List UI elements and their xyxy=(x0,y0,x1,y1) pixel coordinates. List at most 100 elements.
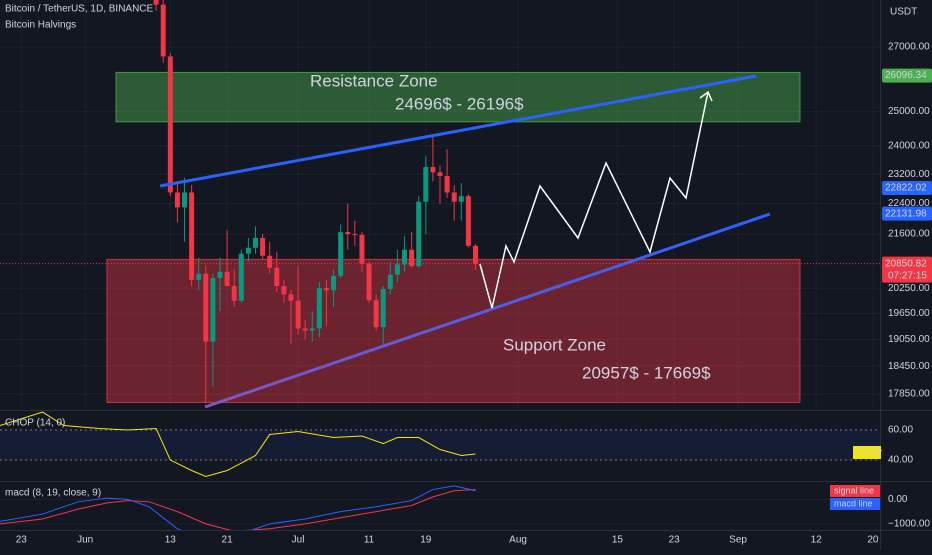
candle-body xyxy=(451,192,457,202)
chop-band xyxy=(0,430,880,461)
indicator-line xyxy=(0,489,476,530)
zone xyxy=(115,71,801,123)
currency: USDT xyxy=(890,7,917,18)
y-tick-label: 20250.00 xyxy=(888,283,930,294)
y-tick-label: 40.00 xyxy=(888,455,913,466)
chop-pane xyxy=(0,411,880,478)
projection-path xyxy=(479,91,709,309)
candle-body xyxy=(231,286,237,301)
zone-label: Support Zone xyxy=(503,335,606,354)
candle-body xyxy=(437,172,443,176)
candle-body xyxy=(217,271,223,278)
candle-body xyxy=(196,273,202,280)
y-tick-label: 60.00 xyxy=(888,425,913,436)
candle-body xyxy=(373,300,379,328)
candle-body xyxy=(409,249,415,267)
candle-body xyxy=(338,232,344,276)
price-tag-label: 22822.02 xyxy=(885,183,927,194)
y-tick-label: 23200.00 xyxy=(888,169,930,180)
y-tick-label: 27000.00 xyxy=(888,42,930,53)
macd-pane xyxy=(0,485,880,530)
candle-body xyxy=(387,274,393,289)
x-tick-label: Jul xyxy=(292,535,305,546)
macd-title: macd (8, 19, close, 9) xyxy=(5,488,101,499)
x-tick-label: Sep xyxy=(729,535,747,546)
candle-body xyxy=(402,249,408,265)
price-tag-label: 22131.98 xyxy=(885,208,927,219)
candle-body xyxy=(352,234,358,236)
symbol-title: Bitcoin / TetherUS, 1D, BINANCE xyxy=(5,4,154,15)
y-tick-label: 19050.00 xyxy=(888,334,930,345)
candle-body xyxy=(472,245,478,264)
zone-range: 20957$ - 17669$ xyxy=(582,363,711,382)
candle-body xyxy=(394,264,400,275)
candle-body xyxy=(416,201,422,267)
x-tick-label: 12 xyxy=(811,535,823,546)
candle-body xyxy=(465,196,471,246)
x-tick-label: 13 xyxy=(165,535,177,546)
legend-label: macd line xyxy=(834,498,873,508)
candle-body xyxy=(302,328,308,331)
x-tick-label: 11 xyxy=(364,535,375,546)
candle-body xyxy=(423,166,429,202)
candle-body xyxy=(366,263,372,301)
candle-body xyxy=(274,267,280,287)
price-tag xyxy=(882,68,932,83)
main-pane xyxy=(0,0,880,410)
x-tick-label: Jun xyxy=(77,535,93,546)
candle-body xyxy=(295,300,301,329)
candle-body xyxy=(210,277,216,342)
price-tag xyxy=(882,180,932,195)
x-tick-label: 23 xyxy=(16,535,28,546)
candle-body xyxy=(167,56,173,193)
x-tick-label: 19 xyxy=(420,535,432,546)
candle-body xyxy=(174,192,180,208)
candle-body xyxy=(153,0,159,5)
price-tag xyxy=(882,256,932,283)
drawings: Resistance Zone 24696$ - 26196$ Support Zo… xyxy=(159,71,771,409)
indicator-line xyxy=(0,485,476,530)
candle-body xyxy=(444,175,450,193)
y-tick-label: 22400.00 xyxy=(888,198,930,209)
trend-line xyxy=(204,212,771,409)
candle-body xyxy=(331,275,337,291)
candle-body xyxy=(224,271,230,287)
zone xyxy=(106,258,801,403)
candle-body xyxy=(189,192,195,280)
candle-body xyxy=(323,288,329,291)
price-tag-label: 26096.34 xyxy=(885,70,927,81)
candle-body xyxy=(245,247,251,254)
candle-body xyxy=(203,273,209,342)
candle-body xyxy=(288,294,294,301)
legend-swatch xyxy=(830,485,880,497)
zone-range: 24696$ - 26196$ xyxy=(395,94,524,113)
y-tick-label: 18450.00 xyxy=(888,361,930,372)
zone-label: Resistance Zone xyxy=(310,71,438,90)
y-tick-label: 24000.00 xyxy=(888,140,930,151)
legend-swatch xyxy=(830,498,880,510)
candle-body xyxy=(359,234,365,264)
chop-title: CHOP (14, 0) xyxy=(5,418,65,429)
x-tick-label: 21 xyxy=(222,535,234,546)
candle-body xyxy=(182,192,188,208)
candle-body xyxy=(260,237,266,256)
y-tick-label: 21600.00 xyxy=(888,229,930,240)
candle-body xyxy=(345,232,351,235)
candle-body xyxy=(380,288,386,328)
trend-line xyxy=(159,74,757,188)
candle-body xyxy=(252,237,258,248)
y-tick-label: 19650.00 xyxy=(888,308,930,319)
x-tick-label: 20 xyxy=(867,535,879,546)
legend-label: signal line xyxy=(834,485,874,495)
indicator-line xyxy=(0,411,476,478)
study-title: Bitcoin Halvings xyxy=(5,20,76,31)
x-tick-label: 23 xyxy=(669,535,681,546)
candle-body xyxy=(430,166,436,173)
y-tick-label: 0.00 xyxy=(888,494,908,505)
candle-body xyxy=(316,288,322,329)
candle-body xyxy=(238,253,244,301)
